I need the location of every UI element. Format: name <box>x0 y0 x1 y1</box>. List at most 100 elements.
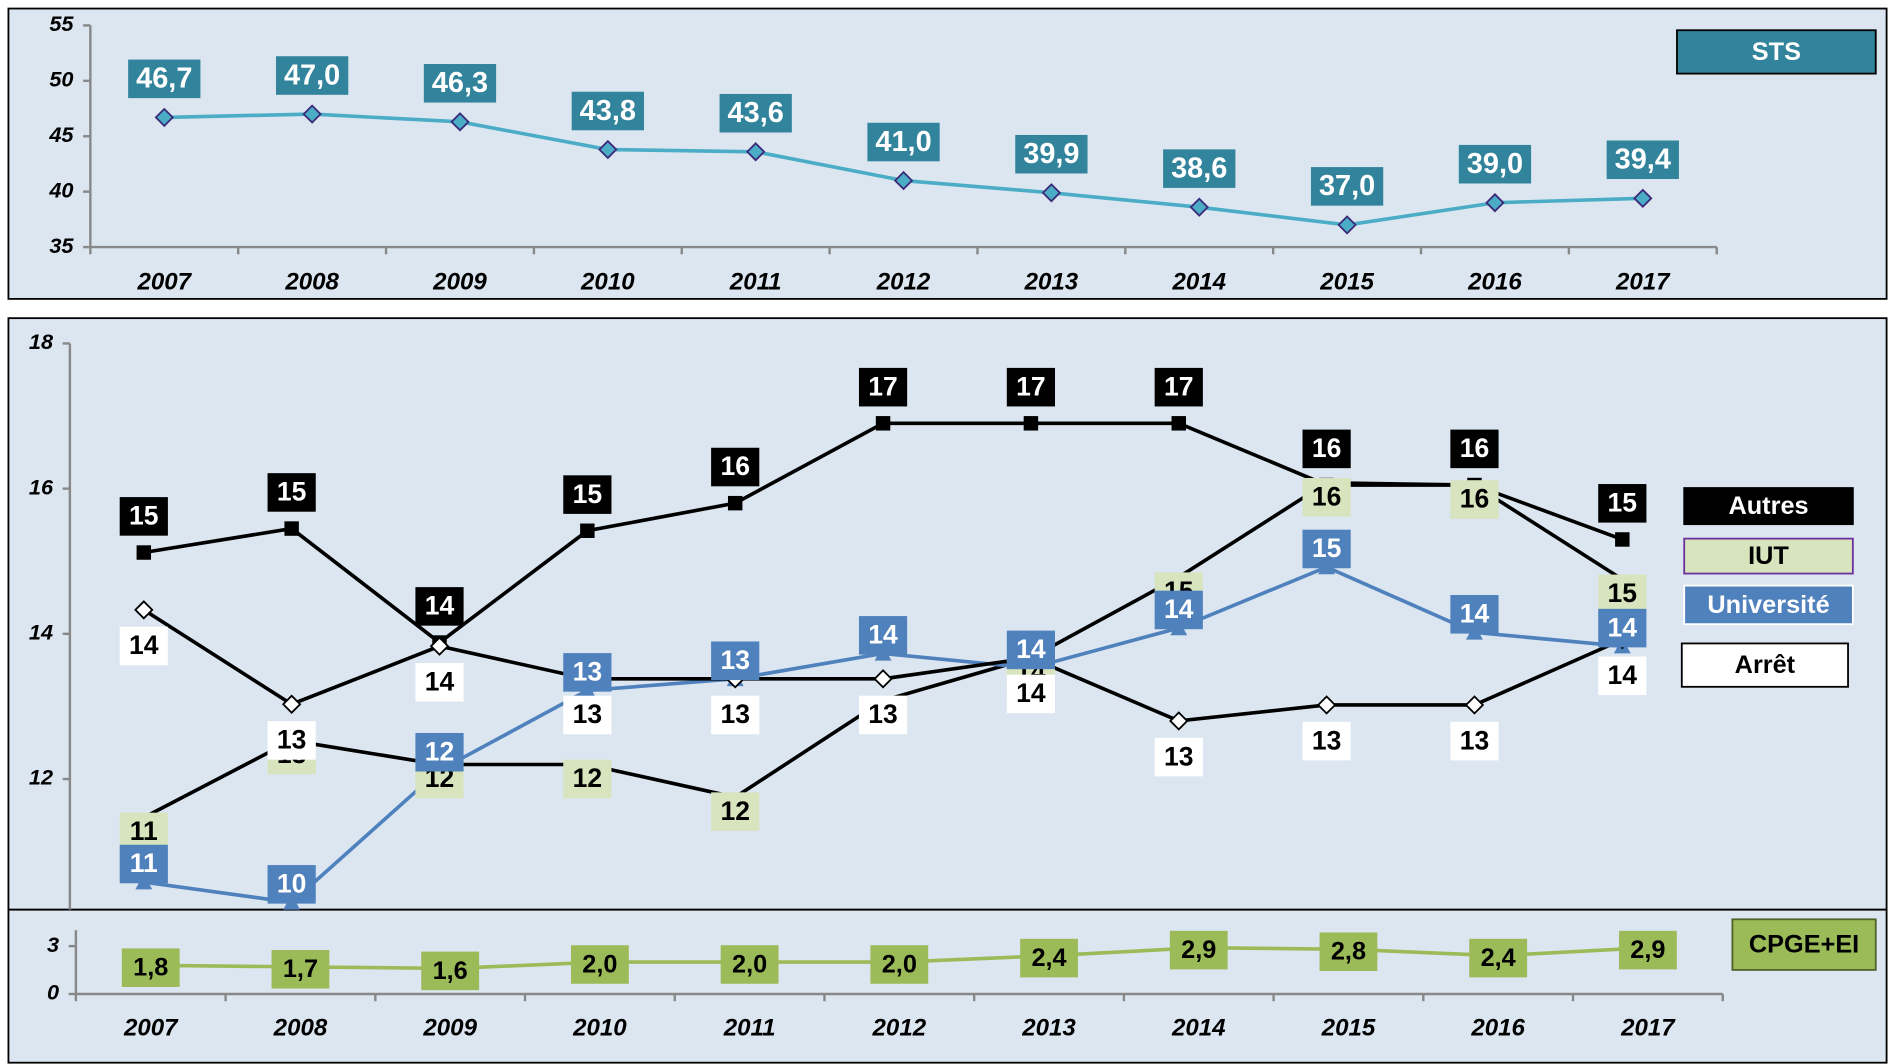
data-label: 13 <box>720 699 749 729</box>
y-tick-label: 35 <box>49 233 74 258</box>
legend-box <box>1680 642 1849 688</box>
data-label: 2,0 <box>882 950 917 978</box>
y-tick-label: 18 <box>29 329 54 354</box>
data-label: 13 <box>277 725 306 755</box>
label-box <box>1598 574 1647 614</box>
label-box <box>570 945 629 984</box>
label-box <box>1163 149 1236 188</box>
data-label: 15 <box>1312 533 1341 563</box>
label-box <box>267 473 316 512</box>
data-label: 37,0 <box>1319 170 1375 202</box>
x-tick-label: 2015 <box>1319 269 1374 296</box>
x-tick-label: 2012 <box>876 269 931 296</box>
data-label: 43,8 <box>580 95 636 127</box>
data-label: 13 <box>573 699 602 729</box>
y-tick-label: 12 <box>29 765 53 790</box>
legend-box <box>1731 918 1877 971</box>
x-tick-label: 2014 <box>1171 1014 1226 1041</box>
label-box <box>711 792 760 831</box>
marker <box>1337 215 1357 235</box>
data-label: 38,6 <box>1171 152 1227 184</box>
label-box <box>1006 367 1056 407</box>
y-tick-label: 40 <box>48 177 73 202</box>
label-box <box>267 721 316 760</box>
data-label: 15 <box>1608 578 1637 608</box>
data-label: 12 <box>573 763 602 793</box>
marker <box>281 694 302 714</box>
x-tick-label: 2016 <box>1467 269 1522 296</box>
data-label: 2,9 <box>1630 936 1665 964</box>
data-label: 41,0 <box>875 126 931 158</box>
data-label: 2,4 <box>1481 944 1516 972</box>
data-label: 14 <box>425 667 455 697</box>
x-tick-label: 2007 <box>123 1014 179 1041</box>
legend-label: STS <box>1752 38 1801 66</box>
data-label: 14 <box>1016 634 1046 664</box>
marker <box>1189 197 1209 217</box>
label-box <box>119 497 168 536</box>
marker <box>302 104 322 124</box>
panel-middle <box>7 317 1888 911</box>
legend-box <box>1683 487 1854 526</box>
marker <box>1171 416 1186 431</box>
label-box <box>1606 140 1679 180</box>
label-box <box>563 475 612 514</box>
label-box <box>1015 134 1088 174</box>
marker <box>580 523 595 538</box>
data-label: 1,8 <box>133 954 168 982</box>
data-label: 17 <box>868 371 897 401</box>
data-label: 1,6 <box>433 957 468 985</box>
x-tick-label: 2009 <box>432 269 487 296</box>
marker <box>1169 711 1189 731</box>
label-box <box>719 93 792 133</box>
data-label: 16 <box>1312 433 1341 463</box>
data-label: 14 <box>1608 612 1638 642</box>
x-tick-label: 2012 <box>872 1014 927 1041</box>
data-label: 13 <box>1460 725 1489 755</box>
marker <box>450 112 470 132</box>
y-tick-label: 45 <box>48 122 74 147</box>
data-label: 14 <box>129 630 159 660</box>
marker <box>154 107 174 128</box>
label-box <box>1310 167 1384 206</box>
label-box <box>1154 367 1203 407</box>
label-box <box>1618 930 1677 970</box>
marker <box>893 170 914 191</box>
data-label: 43,6 <box>728 97 784 129</box>
label-box <box>711 641 760 681</box>
label-box <box>1154 590 1203 630</box>
data-label: 1,7 <box>283 955 318 983</box>
data-label: 14 <box>868 620 898 650</box>
y-tick-label: 50 <box>49 67 73 92</box>
legend-label: Autres <box>1728 492 1808 520</box>
label-box <box>421 951 480 991</box>
y-tick-label: 55 <box>49 11 74 36</box>
label-box <box>423 64 497 103</box>
label-box <box>1154 737 1203 777</box>
data-label: 15 <box>277 477 306 507</box>
data-label: 2,0 <box>732 950 767 978</box>
marker <box>1316 695 1337 715</box>
x-tick-label: 2010 <box>580 269 635 296</box>
data-label: 13 <box>720 645 749 675</box>
marker <box>429 636 450 656</box>
y-tick-label: 3 <box>47 932 59 957</box>
label-box <box>275 56 349 95</box>
legend-label: CPGE+EI <box>1749 931 1859 959</box>
label-box <box>1302 429 1351 469</box>
label-box <box>858 367 908 407</box>
x-tick-label: 2010 <box>572 1014 627 1041</box>
x-tick-label: 2007 <box>136 269 192 296</box>
label-box <box>1020 938 1078 978</box>
label-box <box>1450 429 1499 469</box>
label-box <box>563 695 612 735</box>
data-label: 17 <box>1016 371 1045 401</box>
x-tick-label: 2009 <box>422 1014 477 1041</box>
label-box <box>1319 932 1378 971</box>
label-box <box>1006 674 1056 714</box>
legend-label: IUT <box>1748 542 1789 570</box>
label-box <box>1302 721 1351 761</box>
label-box <box>563 653 612 692</box>
marker <box>598 139 618 160</box>
data-label: 11 <box>130 816 158 846</box>
